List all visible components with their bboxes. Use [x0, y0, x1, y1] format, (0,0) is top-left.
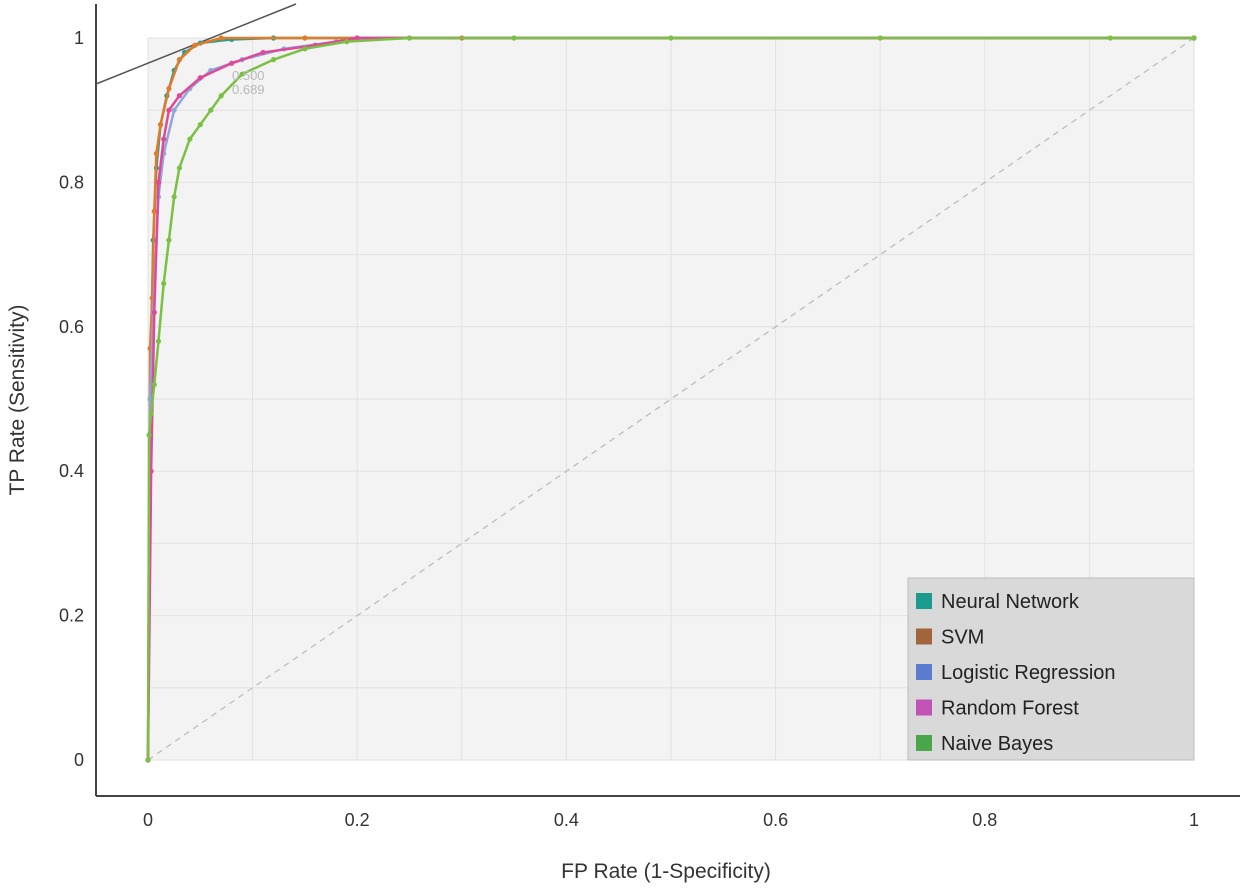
legend-swatch — [916, 628, 932, 645]
legend-swatch — [916, 699, 932, 716]
series-point-svm — [151, 208, 157, 214]
legend-swatch — [916, 593, 932, 609]
series-point-random-forest — [155, 179, 162, 185]
series-point-naive-bayes — [208, 107, 214, 113]
series-point-naive-bayes — [239, 71, 245, 77]
threshold-label-1: 0.500 — [232, 68, 265, 83]
y-tick-label: 0 — [74, 750, 84, 770]
y-tick-label: 0.6 — [59, 317, 84, 337]
series-point-random-forest — [176, 93, 182, 99]
series-point-naive-bayes — [197, 122, 203, 128]
series-point-svm — [157, 122, 164, 128]
y-tick-labels: 0 0.2 0.4 0.6 0.8 1 — [59, 28, 84, 770]
series-point-random-forest — [161, 136, 167, 142]
x-tick-label: 0.4 — [554, 810, 579, 830]
series-point-svm — [153, 150, 159, 157]
series-point-random-forest — [260, 49, 266, 56]
series-point-naive-bayes — [344, 39, 350, 45]
series-point-svm — [176, 57, 182, 63]
legend: Neural Network SVM Logistic Regression Rand… — [907, 577, 1195, 761]
legend-label: Naive Bayes — [941, 733, 1053, 755]
y-tick-label: 0.8 — [59, 172, 84, 192]
x-axis-title: FP Rate (1-Specificity) — [561, 860, 771, 883]
series-point-svm — [302, 35, 308, 41]
x-tick-label: 1 — [1189, 810, 1199, 830]
series-point-naive-bayes — [176, 165, 182, 171]
y-axis-title: TP Rate (Sensitivity) — [6, 305, 29, 496]
series-point-naive-bayes — [155, 338, 162, 344]
legend-label: SVM — [941, 627, 984, 649]
series-point-naive-bayes — [877, 35, 883, 41]
legend-items: Neural Network SVM Logistic Regression Rand… — [916, 591, 1116, 755]
series-point-random-forest — [354, 35, 360, 41]
series-point-svm — [218, 35, 224, 41]
series-point-naive-bayes — [1191, 35, 1197, 41]
series-point-naive-bayes — [171, 194, 177, 200]
series-layer — [145, 35, 1197, 763]
series-point-naive-bayes — [161, 280, 167, 287]
x-tick-label: 0 — [143, 810, 153, 830]
series-naive-bayes — [145, 35, 1197, 763]
series-point-naive-bayes — [166, 237, 172, 243]
legend-swatch — [916, 735, 932, 751]
legend-label: Logistic Regression — [941, 662, 1116, 684]
legend-label: Random Forest — [941, 698, 1079, 720]
y-tick-label: 0.4 — [59, 461, 84, 481]
series-point-naive-bayes — [270, 57, 277, 63]
series-point-naive-bayes — [151, 381, 157, 388]
series-point-naive-bayes — [187, 136, 193, 142]
series-point-naive-bayes — [218, 93, 224, 99]
series-point-random-forest — [166, 107, 172, 113]
series-point-svm — [166, 85, 172, 92]
diagonal-reference-line — [147, 37, 1195, 761]
series-point-naive-bayes — [148, 410, 154, 417]
series-point-naive-bayes — [511, 35, 517, 41]
x-tick-label: 0.8 — [972, 810, 997, 830]
legend-swatch — [916, 664, 932, 680]
series-point-naive-bayes — [668, 35, 674, 41]
series-point-random-forest — [229, 60, 235, 66]
series-point-naive-bayes — [145, 757, 151, 763]
legend-label: Neural Network — [941, 591, 1080, 613]
x-tick-label: 0.6 — [763, 810, 788, 830]
x-tick-label: 0.2 — [345, 810, 370, 830]
threshold-label-2: 0.689 — [232, 82, 265, 97]
series-point-naive-bayes — [1107, 35, 1113, 41]
series-point-svm — [192, 42, 198, 48]
y-tick-label: 1 — [74, 28, 84, 48]
series-point-naive-bayes — [302, 46, 308, 52]
legend-box — [907, 577, 1195, 761]
x-tick-labels: 0 0.2 0.4 0.6 0.8 1 — [143, 810, 1199, 830]
series-point-naive-bayes — [406, 35, 413, 41]
series-point-random-forest — [197, 75, 203, 81]
series-point-random-forest — [151, 309, 157, 315]
series-point-logistic-regression — [171, 107, 177, 113]
y-tick-label: 0.2 — [59, 606, 84, 626]
series-point-naive-bayes — [146, 432, 152, 438]
